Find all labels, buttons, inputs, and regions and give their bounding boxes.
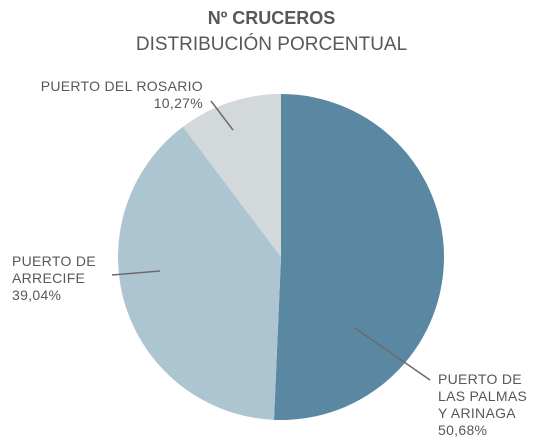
leader-line: [111, 270, 161, 276]
slice-label: PUERTO DE LAS PALMAS Y ARINAGA 50,68%: [438, 371, 538, 439]
value-label: 50,68%: [438, 422, 488, 438]
leader-line: [354, 327, 431, 381]
category-label: PUERTO DE ARRECIFE: [12, 253, 96, 286]
pie-slice: [273, 94, 445, 421]
chart-subtitle: DISTRIBUCIÓN PORCENTUAL: [135, 34, 408, 55]
slice-label: PUERTO DEL ROSARIO 10,27%: [0, 78, 203, 112]
leader-line: [210, 100, 234, 131]
value-label: 10,27%: [153, 95, 203, 111]
pie-slice: [182, 94, 281, 257]
value-label: 39,04%: [12, 287, 62, 303]
category-label: PUERTO DEL ROSARIO: [40, 78, 203, 94]
slice-label: PUERTO DE ARRECIFE 39,04%: [12, 253, 112, 304]
chart-title: Nº CRUCEROS: [207, 8, 336, 28]
pie-slice: [117, 126, 281, 420]
category-label: PUERTO DE LAS PALMAS Y ARINAGA: [438, 371, 528, 421]
